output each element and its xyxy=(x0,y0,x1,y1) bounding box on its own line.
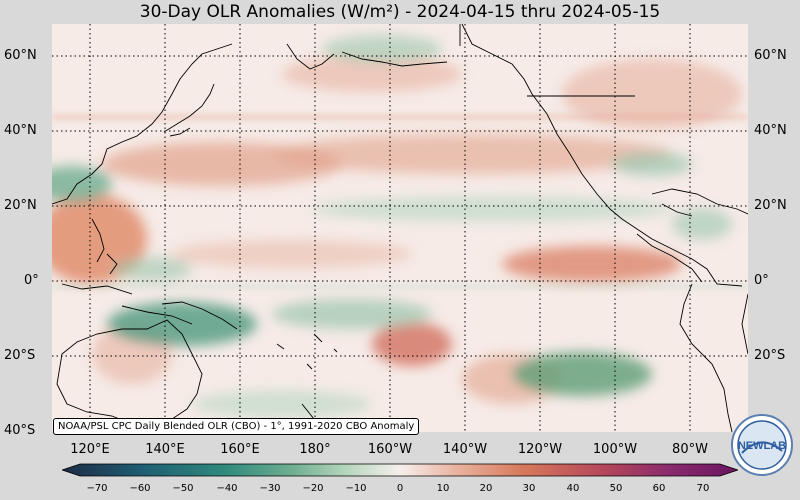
colorbar xyxy=(62,463,738,477)
lon-label: 140°E xyxy=(145,442,185,457)
lat-label-left: 40°S xyxy=(4,423,36,438)
colorbar-tick: −60 xyxy=(129,483,151,494)
map-title: 30-Day OLR Anomalies (W/m²) - 2024-04-15… xyxy=(139,2,661,22)
lon-label: 120°W xyxy=(517,442,563,457)
colorbar-tick: −20 xyxy=(302,483,324,494)
lat-label-right: 0° xyxy=(754,273,769,288)
graticule xyxy=(52,24,748,432)
lon-label: 160°E xyxy=(220,442,260,457)
colorbar-tick: 30 xyxy=(522,483,536,494)
lon-label: 80°W xyxy=(672,442,708,457)
data-credit: NOAA/PSL CPC Daily Blended OLR (CBO) - 1… xyxy=(53,418,420,435)
lat-label-left: 20°S xyxy=(4,348,36,363)
svg-text:NEWLAB: NEWLAB xyxy=(738,440,786,452)
lon-label: 120°E xyxy=(70,442,110,457)
lon-label: 100°W xyxy=(592,442,638,457)
lat-label-left: 60°N xyxy=(4,48,37,63)
colorbar-tick: 10 xyxy=(436,483,450,494)
colorbar-tick: 0 xyxy=(396,483,404,494)
colorbar-tick: 40 xyxy=(566,483,580,494)
lon-label: 180° xyxy=(299,442,331,457)
colorbar-tick: 60 xyxy=(652,483,666,494)
lat-label-left: 0° xyxy=(24,273,39,288)
lat-label-right: 20°N xyxy=(754,198,787,213)
colorbar-tick: −70 xyxy=(86,483,108,494)
lon-label: 160°W xyxy=(367,442,413,457)
lat-label-left: 20°N xyxy=(4,198,37,213)
lat-label-left: 40°N xyxy=(4,123,37,138)
lat-label-right: 40°N xyxy=(754,123,787,138)
colorbar-tick: −30 xyxy=(259,483,281,494)
colorbar-tick: −50 xyxy=(172,483,194,494)
colorbar-tick: −10 xyxy=(345,483,367,494)
anomaly-field xyxy=(52,35,742,418)
olr-anomaly-map xyxy=(52,24,748,432)
colorbar-tick: 50 xyxy=(609,483,623,494)
colorbar-tick: 70 xyxy=(696,483,710,494)
lat-label-right: 20°S xyxy=(754,348,786,363)
coastlines xyxy=(52,24,748,432)
colorbar-tick: −40 xyxy=(216,483,238,494)
noaa-lab-logo: NEWLAB xyxy=(731,414,793,476)
colorbar-tick: 20 xyxy=(479,483,493,494)
lon-label: 140°W xyxy=(442,442,488,457)
lat-label-right: 60°N xyxy=(754,48,787,63)
